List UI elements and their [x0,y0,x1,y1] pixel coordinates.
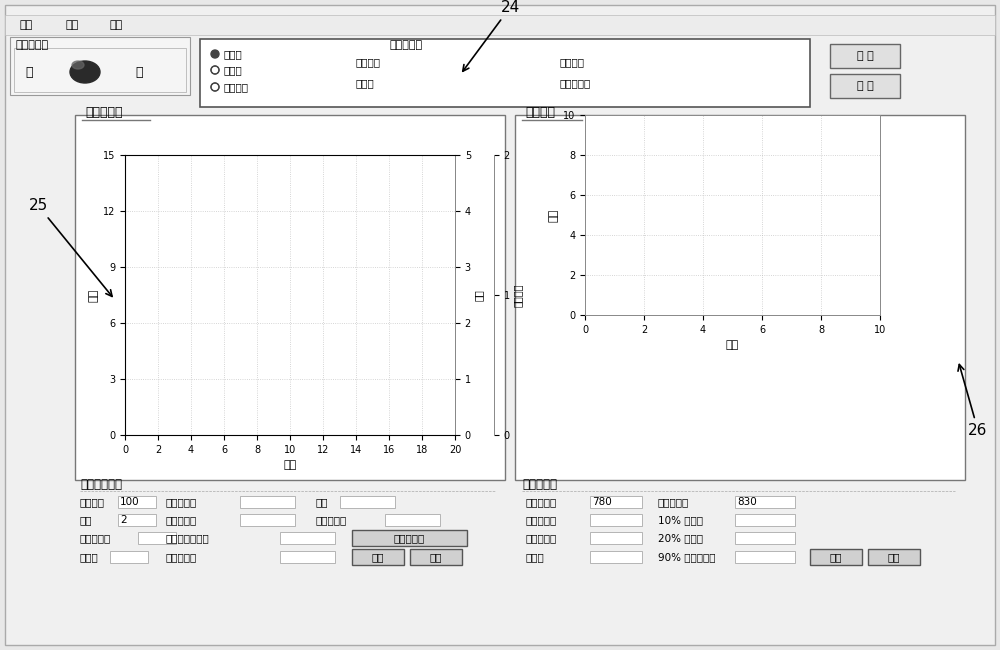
FancyBboxPatch shape [280,551,335,563]
Text: 老化次数：: 老化次数： [560,78,591,88]
Text: 100: 100 [120,497,140,507]
Text: 额定电流：: 额定电流： [80,533,111,543]
FancyBboxPatch shape [385,514,440,526]
Text: 开: 开 [135,66,143,79]
Text: 文件: 文件 [20,20,33,30]
Text: 多次老化: 多次老化 [224,82,249,92]
FancyBboxPatch shape [10,37,190,95]
Text: 保 存: 保 存 [857,51,873,61]
X-axis label: 波长: 波长 [726,341,739,350]
FancyBboxPatch shape [868,549,920,565]
Text: 电特性测试: 电特性测试 [85,107,122,120]
Ellipse shape [70,61,100,83]
Text: 780: 780 [592,497,612,507]
Text: 90% 能量宽度：: 90% 能量宽度： [658,552,716,562]
FancyBboxPatch shape [240,514,295,526]
Text: 紧急按钮：: 紧急按钮： [15,40,48,50]
Text: 额定功率: 额定功率 [80,497,105,507]
Text: 帮助: 帮助 [65,20,78,30]
FancyBboxPatch shape [280,532,335,544]
Text: 中心波长：: 中心波长： [525,533,556,543]
Text: 产品信息：: 产品信息： [390,40,423,50]
FancyBboxPatch shape [602,56,742,68]
Text: 操作员：: 操作员： [560,57,585,67]
Text: 最大转化效率：: 最大转化效率： [165,533,209,543]
Text: 斜坡效率：: 斜坡效率： [165,497,196,507]
FancyBboxPatch shape [340,496,395,508]
FancyBboxPatch shape [735,532,795,544]
Text: 24: 24 [463,0,520,72]
Y-axis label: 电压: 电压 [474,289,484,301]
Text: 串联电阻：: 串联电阻： [165,552,196,562]
Text: 峰值波长：: 峰值波长： [525,515,556,525]
FancyBboxPatch shape [830,74,900,98]
Text: 设置: 设置 [372,552,384,562]
Text: 关: 关 [25,66,32,79]
FancyBboxPatch shape [612,77,742,89]
Text: 退 出: 退 出 [857,81,873,91]
Text: 管号：: 管号： [355,78,374,88]
Text: 退出: 退出 [430,552,442,562]
Text: 20% 谱宽：: 20% 谱宽： [658,533,703,543]
FancyBboxPatch shape [5,15,995,35]
Text: 开始波长：: 开始波长： [525,497,556,507]
X-axis label: 电流: 电流 [283,460,297,471]
Ellipse shape [72,61,84,69]
FancyBboxPatch shape [735,496,795,508]
Text: 光谱测试：: 光谱测试： [522,478,557,491]
FancyBboxPatch shape [352,530,467,546]
FancyBboxPatch shape [118,496,156,508]
Text: 2: 2 [120,515,127,525]
Text: 电特性测试: 电特性测试 [393,533,425,543]
FancyBboxPatch shape [118,514,156,526]
Y-axis label: 转化效率: 转化效率 [513,283,523,307]
FancyBboxPatch shape [75,115,505,480]
Text: 部件号：: 部件号： [355,57,380,67]
FancyBboxPatch shape [735,551,795,563]
FancyBboxPatch shape [410,549,462,565]
Text: 电压: 电压 [315,497,328,507]
Y-axis label: 功率: 功率 [89,289,99,302]
Text: 25: 25 [28,198,112,296]
FancyBboxPatch shape [735,514,795,526]
Text: 扫描: 扫描 [888,552,900,562]
FancyBboxPatch shape [138,532,176,544]
Text: 预览: 预览 [830,552,842,562]
Text: 步长: 步长 [80,515,92,525]
FancyBboxPatch shape [810,549,862,565]
Text: 老化前: 老化前 [224,49,243,59]
FancyBboxPatch shape [590,551,642,563]
Text: 转化效率：: 转化效率： [165,515,196,525]
FancyBboxPatch shape [378,77,518,89]
Text: 半面宽: 半面宽 [525,552,544,562]
Text: 电特性测试：: 电特性测试： [80,478,122,491]
Circle shape [211,50,219,58]
Text: 关于: 关于 [110,20,123,30]
Text: 阈值：: 阈值： [80,552,99,562]
FancyBboxPatch shape [200,39,810,107]
Y-axis label: 强度: 强度 [549,209,559,222]
FancyBboxPatch shape [395,56,535,68]
FancyBboxPatch shape [590,496,642,508]
FancyBboxPatch shape [110,551,148,563]
FancyBboxPatch shape [590,514,642,526]
FancyBboxPatch shape [5,5,995,645]
FancyBboxPatch shape [352,549,404,565]
Text: 老化后: 老化后 [224,65,243,75]
Text: 光谱测试: 光谱测试 [525,107,555,120]
FancyBboxPatch shape [240,496,295,508]
Text: 830: 830 [737,497,757,507]
FancyBboxPatch shape [830,44,900,68]
Text: 10% 谱宽：: 10% 谱宽： [658,515,703,525]
FancyBboxPatch shape [515,115,965,480]
Text: 26: 26 [958,365,988,438]
Text: 测试温度：: 测试温度： [315,515,346,525]
Text: 停止波长：: 停止波长： [658,497,689,507]
FancyBboxPatch shape [590,532,642,544]
